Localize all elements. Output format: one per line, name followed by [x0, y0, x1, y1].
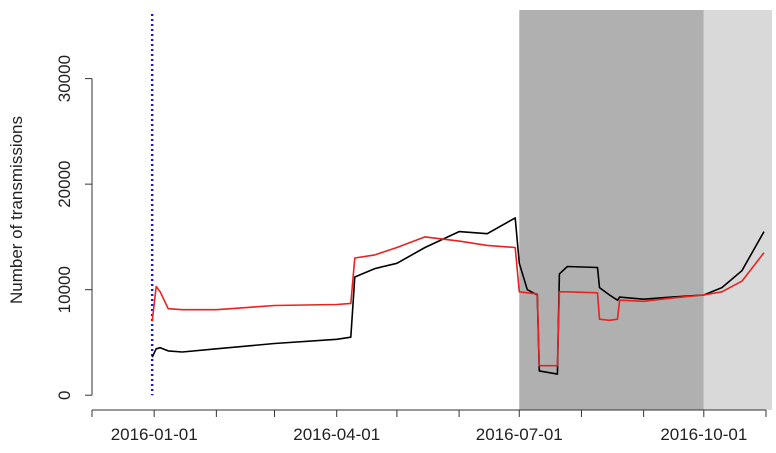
shaded-region: [703, 10, 772, 410]
shaded-region: [519, 10, 704, 410]
x-tick-label: 2016-10-01: [660, 425, 747, 444]
y-tick-label: 0: [55, 390, 74, 399]
x-tick-label: 2016-04-01: [293, 425, 380, 444]
series-line: [151, 217, 765, 375]
y-tick-label: 10000: [55, 266, 74, 313]
y-tick-label: 20000: [55, 161, 74, 208]
x-tick-label: 2016-07-01: [476, 425, 563, 444]
y-tick-label: 30000: [55, 55, 74, 102]
x-tick-label: 2016-01-01: [111, 425, 198, 444]
y-axis-label: Number of transmissions: [7, 116, 26, 304]
series-line: [151, 236, 765, 367]
